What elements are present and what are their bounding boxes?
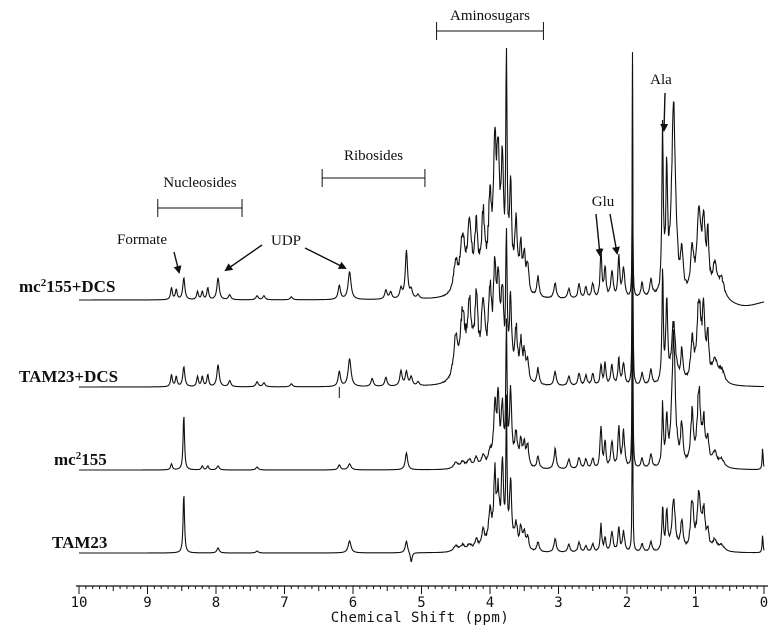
- annotation-label-glu: Glu: [592, 194, 615, 210]
- annotation-label-udp: UDP: [271, 233, 301, 249]
- x-tick-label-1: 1: [691, 595, 699, 611]
- x-tick-label-9: 9: [143, 595, 151, 611]
- bracket-ribosides: Ribosides: [321, 148, 426, 187]
- x-tick-label-2: 2: [623, 595, 631, 611]
- bracket-label-aminosugars: Aminosugars: [450, 8, 530, 24]
- annotation-label-formate: Formate: [117, 232, 167, 248]
- annotation-glu: Glu: [592, 194, 620, 257]
- series-label-layer: mc2155+DCS TAM23+DCS mc2155 TAM23: [19, 277, 118, 552]
- x-tick-label-6: 6: [349, 595, 357, 611]
- x-tick-label-0: 0: [760, 595, 768, 611]
- annotation-arrow: [173, 251, 182, 274]
- series-label-mc2155-dcs: mc2155+DCS: [19, 277, 115, 296]
- annotation-label-ala: Ala: [650, 72, 672, 88]
- bracket-label-ribosides: Ribosides: [344, 148, 403, 164]
- x-tick-label-7: 7: [280, 595, 288, 611]
- bracket-aminosugars: Aminosugars: [436, 8, 544, 40]
- annotation-layer: Aminosugars Nucleosides Ribosides Formate UD…: [117, 8, 672, 274]
- annotation-arrow: [660, 92, 669, 132]
- bracket-label-nucleosides: Nucleosides: [163, 175, 236, 191]
- spectrum-trace-mc2155: [79, 143, 765, 471]
- x-tick-label-5: 5: [417, 595, 425, 611]
- annotation-ala: Ala: [650, 72, 672, 132]
- annotation-arrow: [609, 213, 620, 255]
- x-tick-label-3: 3: [554, 595, 562, 611]
- spectrum-trace-tam23: [79, 327, 765, 562]
- annotation-udp: UDP: [224, 233, 347, 272]
- annotation-arrow: [224, 244, 263, 272]
- x-axis: 10 9 8 7 6 5 4 3 2 1 0: [71, 585, 768, 611]
- series-label-tam23: TAM23: [52, 533, 107, 552]
- annotation-formate: Formate: [117, 232, 182, 274]
- x-tick-label-4: 4: [486, 595, 494, 611]
- x-tick-label-8: 8: [212, 595, 220, 611]
- series-label-tam23-dcs: TAM23+DCS: [19, 367, 118, 386]
- spectra-layer: [79, 47, 765, 562]
- x-tick-label-10: 10: [71, 595, 88, 611]
- series-label-mc2155: mc2155: [54, 450, 107, 469]
- spectrum-trace-tam23-dcs: [79, 52, 764, 388]
- annotation-arrow: [304, 247, 347, 269]
- spectrum-trace-mc2155-dcs: [79, 47, 765, 307]
- annotation-arrow: [595, 213, 604, 257]
- x-axis-label: Chemical Shift (ppm): [331, 610, 510, 626]
- bracket-nucleosides: Nucleosides: [157, 175, 243, 217]
